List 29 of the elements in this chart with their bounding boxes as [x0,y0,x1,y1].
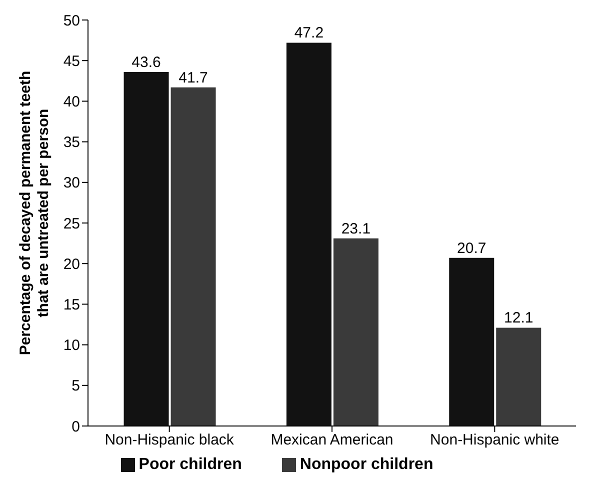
y-tick-label: 10 [63,337,80,354]
legend-label: Nonpoor children [300,456,434,473]
bar [286,42,332,426]
x-tick-label: Non-Hispanic black [104,432,234,449]
y-tick-label: 15 [63,296,80,314]
bar [449,258,494,426]
y-tick-label: 50 [63,12,80,30]
legend-label: Poor children [138,456,242,473]
data-label: 41.7 [178,69,208,86]
bar [333,238,378,426]
y-tick-label: 35 [63,134,80,152]
bar [170,87,216,426]
y-tick-label: 30 [63,174,80,192]
y-tick-label: 45 [63,52,80,70]
y-tick-label: 0 [72,418,80,436]
y-tick-label: 25 [63,215,80,232]
data-label: 47.2 [294,24,324,42]
data-label: 43.6 [132,54,161,71]
bar [496,328,542,426]
data-label: 23.1 [341,220,371,238]
data-label: 12.1 [504,310,534,327]
data-label: 20.7 [457,240,486,257]
y-tick-label: 20 [63,256,80,273]
y-tick-label: 5 [72,378,80,395]
x-tick-label: Non-Hispanic white [430,432,560,449]
bar [124,72,169,426]
y-tick-label: 40 [63,94,80,111]
y-axis-title: Percentage of decayed permanent teeth that are untreated per person [17,70,52,356]
x-tick-label: Mexican American [270,432,394,449]
